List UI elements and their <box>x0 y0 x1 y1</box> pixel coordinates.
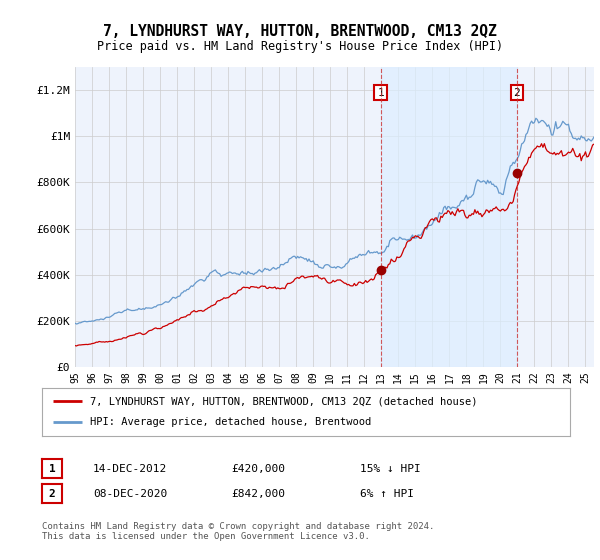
Text: 14-DEC-2012: 14-DEC-2012 <box>93 464 167 474</box>
Text: 2: 2 <box>49 489 55 499</box>
Text: Price paid vs. HM Land Registry's House Price Index (HPI): Price paid vs. HM Land Registry's House … <box>97 40 503 53</box>
Text: 08-DEC-2020: 08-DEC-2020 <box>93 489 167 499</box>
Text: £842,000: £842,000 <box>231 489 285 499</box>
Text: 7, LYNDHURST WAY, HUTTON, BRENTWOOD, CM13 2QZ: 7, LYNDHURST WAY, HUTTON, BRENTWOOD, CM1… <box>103 24 497 39</box>
Text: 2: 2 <box>514 88 520 97</box>
Bar <box>380 67 517 367</box>
Text: 7, LYNDHURST WAY, HUTTON, BRENTWOOD, CM13 2QZ (detached house): 7, LYNDHURST WAY, HUTTON, BRENTWOOD, CM1… <box>89 396 477 407</box>
Text: 6% ↑ HPI: 6% ↑ HPI <box>360 489 414 499</box>
Text: 1: 1 <box>377 88 384 97</box>
Text: HPI: Average price, detached house, Brentwood: HPI: Average price, detached house, Bren… <box>89 417 371 427</box>
Text: 1: 1 <box>49 464 55 474</box>
Text: 15% ↓ HPI: 15% ↓ HPI <box>360 464 421 474</box>
Text: Contains HM Land Registry data © Crown copyright and database right 2024.
This d: Contains HM Land Registry data © Crown c… <box>42 522 434 542</box>
Text: £420,000: £420,000 <box>231 464 285 474</box>
